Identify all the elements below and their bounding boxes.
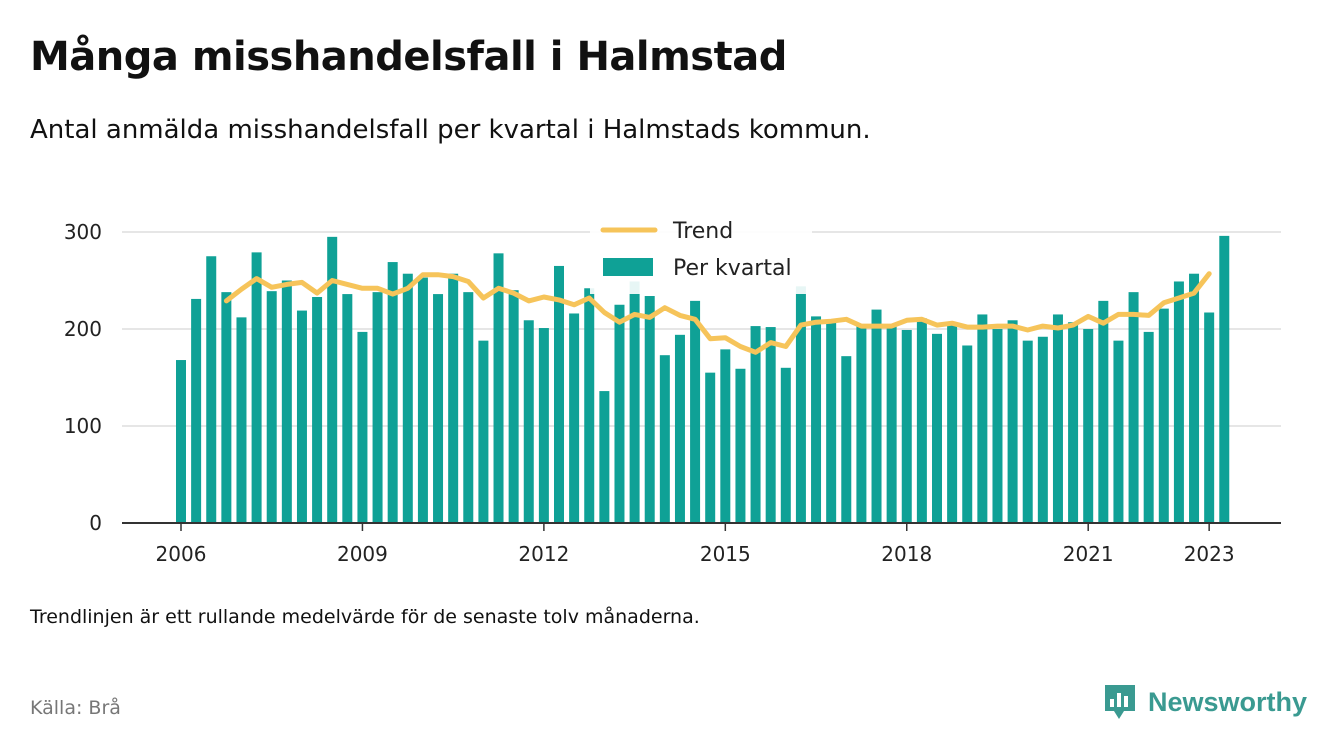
- chart-title: Många misshandelsfall i Halmstad: [30, 34, 787, 80]
- bar: [251, 252, 262, 523]
- bar: [538, 328, 549, 523]
- x-tick-label: 2023: [1184, 542, 1235, 566]
- bar: [281, 280, 292, 523]
- bar: [266, 291, 277, 523]
- bar: [236, 317, 247, 523]
- bar: [1113, 340, 1124, 523]
- legend-bars-label: Per kvartal: [673, 256, 792, 281]
- bar: [1007, 320, 1018, 523]
- legend-trend-label: Trend: [672, 219, 733, 244]
- bar: [1068, 322, 1079, 523]
- bar: [1173, 281, 1184, 523]
- x-tick-label: 2012: [518, 542, 569, 566]
- bar: [417, 277, 428, 523]
- bar: [1022, 340, 1033, 523]
- y-tick-label: 200: [64, 317, 102, 341]
- bar: [856, 324, 867, 523]
- y-tick-label: 300: [64, 220, 102, 244]
- bar: [372, 292, 383, 523]
- bar: [901, 329, 912, 523]
- legend-background: [590, 212, 812, 294]
- bar: [932, 333, 942, 523]
- bar: [554, 265, 564, 523]
- y-axis-ticks: 0 100 200 300: [64, 220, 102, 535]
- bar: [342, 294, 353, 523]
- bar: [780, 367, 791, 523]
- bar: [720, 349, 731, 523]
- bar: [795, 286, 806, 523]
- bar: [1052, 314, 1063, 523]
- x-tick-label: 2006: [156, 542, 207, 566]
- x-tick-label: 2009: [337, 542, 388, 566]
- bar: [296, 310, 307, 523]
- bar: [705, 372, 716, 523]
- bar: [629, 281, 640, 523]
- bar: [312, 296, 323, 523]
- bar: [962, 345, 973, 523]
- bar: [357, 331, 368, 523]
- bar: [674, 334, 685, 523]
- bar: [584, 288, 595, 523]
- bar: [387, 262, 398, 523]
- x-tick-label: 2018: [881, 542, 932, 566]
- bar: [569, 313, 580, 523]
- bar: [841, 356, 852, 523]
- bar: [599, 391, 610, 523]
- bar: [750, 326, 761, 523]
- bar: [765, 327, 776, 523]
- y-tick-label: 100: [64, 414, 102, 438]
- bar: [523, 320, 534, 523]
- source-credit: Källa: Brå: [30, 697, 121, 719]
- bar: [206, 256, 217, 523]
- bar: [221, 292, 232, 523]
- bar: [433, 294, 444, 523]
- bar: [992, 329, 1003, 523]
- bar: [1219, 235, 1230, 523]
- bar: [176, 360, 186, 523]
- bar: [508, 290, 519, 523]
- bar: [1204, 312, 1215, 523]
- bar: [478, 340, 489, 523]
- chart-subtitle: Antal anmälda misshandelsfall per kvarta…: [30, 115, 871, 145]
- bar: [871, 309, 882, 523]
- bar: [659, 355, 670, 523]
- bar: [947, 322, 958, 523]
- bar: [1083, 329, 1094, 523]
- bar: [327, 236, 338, 523]
- brand-name: Newsworthy: [1148, 686, 1308, 717]
- bar: [644, 296, 655, 523]
- bar: [690, 300, 701, 523]
- footnote: Trendlinjen är ett rullande medelvärde f…: [30, 606, 700, 628]
- bar: [1143, 331, 1154, 523]
- bar: [735, 368, 746, 523]
- bar: [1158, 308, 1169, 523]
- x-tick-label: 2021: [1063, 542, 1114, 566]
- bar: [493, 253, 504, 523]
- bar: [886, 326, 897, 523]
- brand-logo: Newsworthy: [1102, 682, 1307, 722]
- x-tick-label: 2015: [700, 542, 751, 566]
- bar: [1037, 336, 1048, 523]
- legend: Trend Per kvartal: [590, 212, 812, 294]
- bar: [916, 318, 927, 523]
- newsworthy-logo-icon: [1105, 685, 1135, 719]
- bar: [977, 314, 988, 523]
- bars: [176, 235, 1230, 523]
- bar: [826, 322, 837, 523]
- bar: [402, 273, 413, 523]
- y-tick-label: 0: [89, 511, 102, 535]
- bar: [463, 292, 474, 523]
- bar: [811, 316, 822, 523]
- bar: [614, 304, 625, 523]
- bar: [1128, 292, 1139, 523]
- x-axis-ticks: 2006 2009 2012 2015 2018 2021 2023: [156, 523, 1235, 566]
- bar: [1098, 300, 1109, 523]
- legend-bars-swatch: [603, 258, 653, 276]
- bar: [448, 273, 459, 523]
- bar: [191, 298, 202, 523]
- trend-line: [223, 271, 1212, 355]
- bar: [1189, 273, 1200, 523]
